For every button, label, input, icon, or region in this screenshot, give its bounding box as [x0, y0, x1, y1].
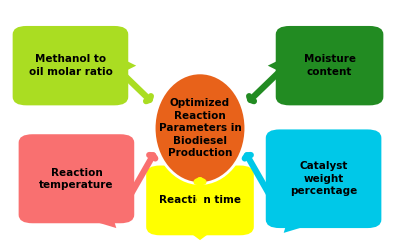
Text: Reaction time: Reaction time [159, 195, 241, 205]
Text: Moisture
content: Moisture content [304, 54, 356, 77]
Ellipse shape [154, 73, 246, 183]
FancyBboxPatch shape [19, 134, 134, 223]
Text: Catalyst
weight
percentage: Catalyst weight percentage [290, 161, 357, 196]
Polygon shape [72, 215, 116, 228]
FancyBboxPatch shape [266, 129, 381, 228]
FancyBboxPatch shape [146, 166, 254, 235]
FancyBboxPatch shape [13, 26, 128, 105]
Text: Reaction
temperature: Reaction temperature [39, 167, 114, 190]
Text: Optimized
Reaction
Parameters in
Biodiesel
Production: Optimized Reaction Parameters in Biodies… [159, 98, 241, 158]
Text: Methanol to
oil molar ratio: Methanol to oil molar ratio [28, 54, 112, 77]
Polygon shape [114, 55, 136, 76]
Polygon shape [284, 220, 328, 233]
Polygon shape [268, 55, 290, 76]
Polygon shape [182, 227, 218, 240]
FancyBboxPatch shape [276, 26, 383, 105]
